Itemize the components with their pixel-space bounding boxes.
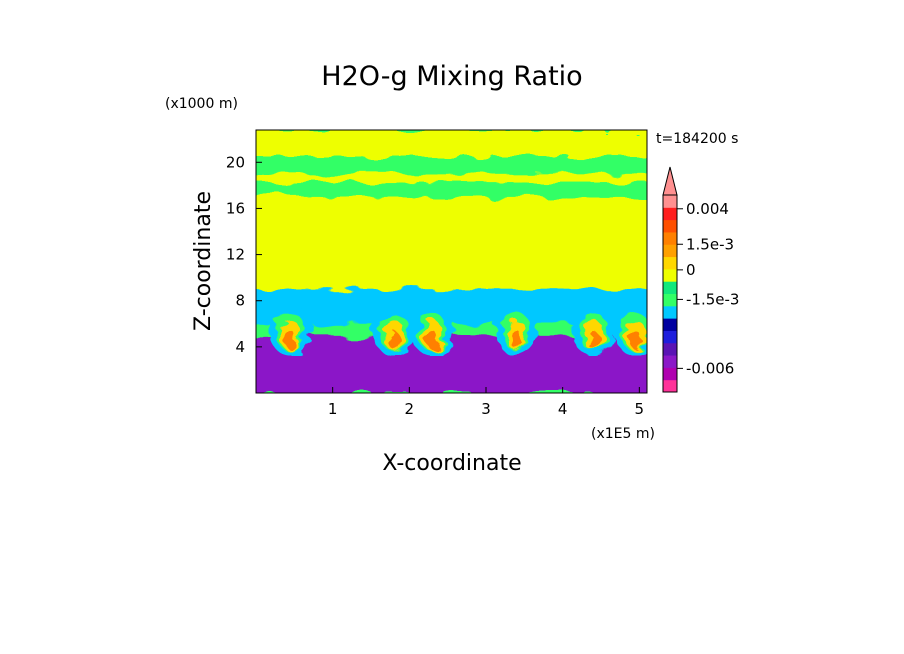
time-label: t=184200 s: [656, 131, 738, 147]
x-tick-label: 4: [558, 400, 568, 418]
x-unit-label: (x1E5 m): [591, 426, 655, 442]
colorbar-label: -0.006: [686, 359, 734, 377]
colorbar-extend-arrow: [662, 166, 678, 196]
colorbar-swatch: [663, 379, 677, 393]
y-tick-label: 12: [226, 246, 245, 264]
colorbar-swatch: [663, 305, 677, 319]
colorbar-swatch: [663, 268, 677, 282]
plume: [613, 303, 647, 356]
y-tick-label: 20: [226, 153, 245, 171]
colorbar-label: 0: [686, 261, 696, 279]
plume: [494, 303, 539, 356]
plume-layer: [268, 303, 647, 356]
colorbar-swatch: [663, 342, 677, 356]
y-tick-label: 4: [235, 338, 245, 356]
plume: [268, 303, 313, 356]
chart-title: H2O-g Mixing Ratio: [321, 61, 582, 92]
plot-frame: [255, 129, 648, 394]
y-unit-label: (x1000 m): [165, 96, 238, 112]
region-band-19: [256, 156, 647, 174]
x-axis-ticks: 1 2 3 4 5: [328, 387, 644, 418]
colorbar-swatch: [663, 231, 677, 245]
colorbar-label: 1.5e-3: [686, 235, 734, 253]
colorbar-swatch: [663, 281, 677, 294]
plume: [571, 303, 616, 356]
plume: [410, 303, 455, 356]
colorbar-swatch: [663, 318, 677, 331]
x-tick-label: 2: [405, 400, 415, 418]
plot-area: [256, 130, 647, 393]
x-tick-label: 3: [481, 400, 491, 418]
x-axis-label: X-coordinate: [382, 451, 521, 476]
colorbar-swatch: [663, 293, 677, 307]
y-axis-label: Z-coordinate: [191, 191, 216, 331]
colorbar-label: -1.5e-3: [686, 290, 739, 308]
x-tick-label: 1: [328, 400, 338, 418]
colorbar-swatch: [663, 367, 677, 381]
region-band-17: [256, 183, 647, 197]
colorbar-frame: [662, 194, 678, 393]
colorbar-labels: 0.004 1.5e-3 0 -1.5e-3 -0.006: [677, 200, 739, 377]
colorbar-swatch: [663, 219, 677, 233]
y-axis-ticks: 4 8 12 16 20: [226, 153, 262, 356]
region-middle-layer: [256, 196, 647, 301]
colorbar: [662, 166, 678, 393]
x-tick-label: 5: [635, 400, 645, 418]
plume: [372, 303, 416, 356]
y-tick-label: 8: [235, 292, 245, 310]
colorbar-swatch: [663, 330, 677, 344]
colorbar-swatch: [663, 256, 677, 270]
colorbar-label: 0.004: [686, 200, 729, 218]
y-tick-label: 16: [226, 199, 245, 217]
colorbar-swatch: [663, 195, 677, 208]
colorbar-swatch: [663, 355, 677, 368]
colorbar-swatch: [663, 207, 677, 221]
colorbar-swatch: [663, 244, 677, 258]
